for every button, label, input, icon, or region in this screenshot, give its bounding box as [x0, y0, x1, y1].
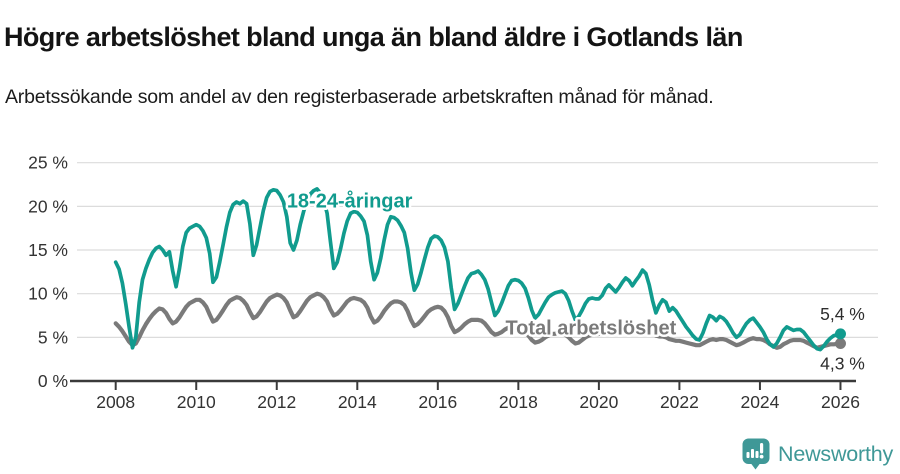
x-axis-label: 2012: [257, 392, 296, 412]
newsworthy-wordmark: Newsworthy: [778, 441, 894, 466]
chart-subtitle: Arbetssökande som andel av den registerb…: [5, 85, 714, 108]
y-axis-label: 25 %: [28, 153, 68, 173]
x-axis-label: 2026: [821, 392, 860, 412]
x-axis-label: 2022: [660, 392, 699, 412]
page-title: Högre arbetslöshet bland unga än bland ä…: [4, 22, 743, 53]
series-line-total: [113, 291, 843, 350]
series-label: 18-24-åringar: [287, 190, 413, 213]
series-label: Total arbetslöshet: [505, 317, 676, 339]
x-axis-label: 2020: [579, 392, 618, 412]
x-axis-label: 2008: [96, 392, 135, 412]
x-axis-label: 2016: [418, 392, 457, 412]
x-axis-label: 2010: [177, 392, 216, 412]
y-axis-label: 5 %: [38, 327, 68, 347]
x-axis-label: 2014: [338, 392, 377, 412]
series-end-value-label: 5,4 %: [820, 304, 865, 324]
y-axis-label: 10 %: [28, 284, 68, 304]
y-axis-label: 20 %: [28, 196, 68, 216]
x-axis-label: 2018: [499, 392, 538, 412]
y-axis-label: 15 %: [28, 240, 68, 260]
series-end-dot: [834, 328, 846, 340]
newsworthy-logo[interactable]: Newsworthy: [741, 437, 893, 471]
x-axis-label: 2024: [740, 392, 779, 412]
series-line-youth: [113, 187, 843, 352]
y-axis-label: 0 %: [38, 371, 68, 391]
series-end-dot: [834, 337, 846, 349]
newsworthy-logo-icon: [742, 438, 770, 470]
series-end-value-label: 4,3 %: [820, 353, 865, 373]
